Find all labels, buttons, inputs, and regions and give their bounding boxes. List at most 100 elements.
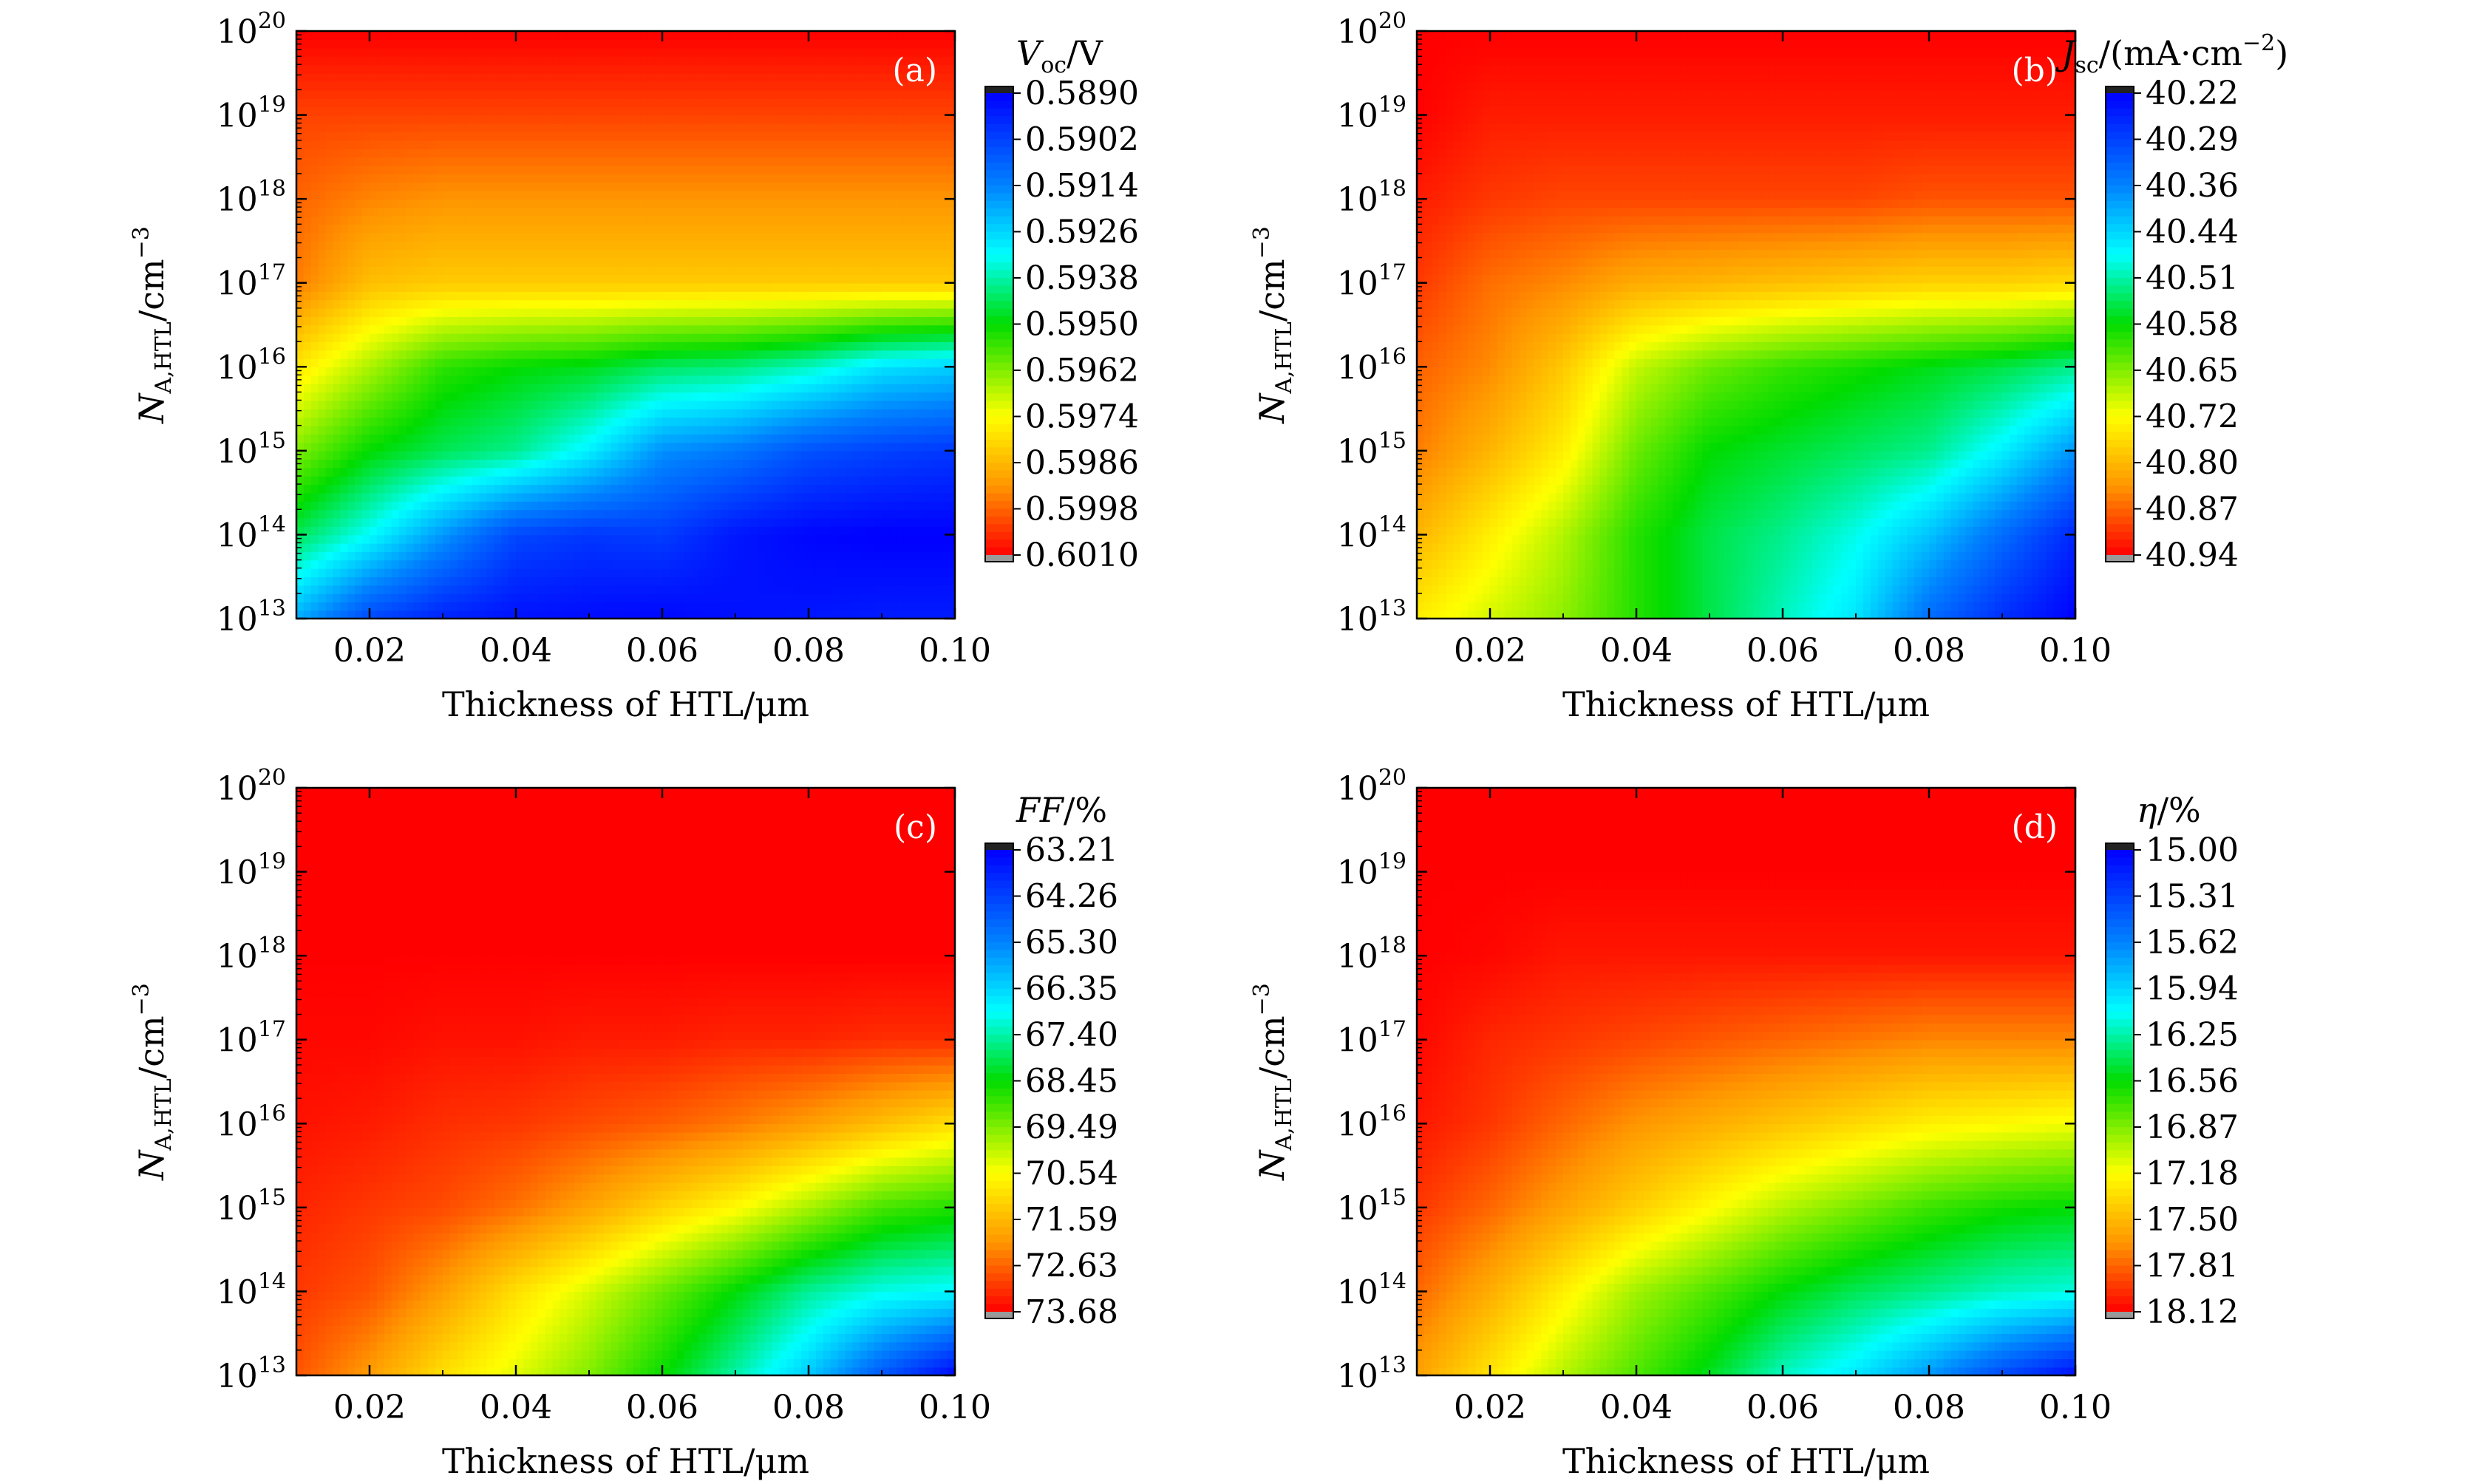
heatmap-cell [918,551,927,561]
heatmap-cell [596,182,605,191]
heatmap-cell [516,215,524,225]
heatmap-cell [757,492,766,502]
heatmap-cell [749,467,758,477]
heatmap-cell [618,501,627,511]
heatmap-cell [640,274,648,284]
heatmap-cell [428,190,436,200]
heatmap-cell [552,266,561,276]
heatmap-cell [794,266,802,276]
heatmap-cell [370,501,378,511]
heatmap-cell [325,367,334,376]
heatmap-cell [662,392,670,401]
heatmap-cell [413,316,422,326]
heatmap-cell [347,425,356,435]
heatmap-cell [647,266,656,276]
heatmap-cell [340,224,349,234]
heatmap-cell [757,324,766,334]
heatmap-cell [370,492,378,502]
heatmap-cell [457,400,466,409]
heatmap-cell [398,316,407,326]
heatmap-cell [698,417,707,426]
heatmap-cell [662,559,670,569]
heatmap-cell [933,257,941,267]
heatmap-cell [625,190,634,200]
heatmap-cell [896,534,905,544]
heatmap-cell [757,542,766,552]
heatmap-cell [362,266,370,276]
heatmap-cell [530,593,539,603]
heatmap-cell [508,375,517,384]
heatmap-cell [370,174,378,183]
heatmap-cell [537,333,546,343]
heatmap-cell [706,417,715,426]
heatmap-cell [749,517,758,527]
heatmap-cell [530,400,539,409]
heatmap-cell [464,350,473,359]
heatmap-cell [494,207,502,217]
heatmap-cell [567,517,575,527]
heatmap-cell [603,501,612,511]
heatmap-cell [815,434,824,443]
heatmap-cell [764,341,773,351]
heatmap-cell [809,509,817,519]
heatmap-cell [786,459,795,469]
heatmap-cell [398,542,407,552]
heatmap-cell [852,240,861,251]
heatmap-cell [852,467,861,477]
heatmap-cell [669,307,678,317]
heatmap-cell [472,224,480,234]
heatmap-cell [911,190,919,200]
heatmap-cell [559,602,568,611]
heatmap-cell [669,375,678,384]
heatmap-cell [537,484,546,494]
heatmap-cell [721,602,729,611]
heatmap-cell [749,157,758,166]
heatmap-cell [706,576,715,586]
heatmap-cell [370,224,378,234]
heatmap-cell [830,249,839,259]
heatmap-cell [888,341,897,351]
heatmap-cell [786,157,795,166]
heatmap-cell [940,484,948,494]
heatmap-cell [618,526,627,536]
heatmap-cell [647,526,656,536]
heatmap-cell [582,593,590,603]
heatmap-cell [925,224,934,234]
heatmap-cell [516,358,524,368]
heatmap-cell [545,542,554,552]
heatmap-cell [464,358,473,368]
heatmap-cell [589,425,597,435]
heatmap-cell [640,174,648,183]
heatmap-cell [867,375,875,384]
heatmap-cell [640,324,648,334]
heatmap-cell [391,417,400,426]
heatmap-cell [516,207,524,217]
heatmap-cell [903,400,912,409]
heatmap-cell [384,266,392,276]
heatmap-cell [537,434,546,443]
heatmap-cell [443,392,451,401]
heatmap-cell [896,551,905,561]
heatmap-cell [340,215,349,225]
heatmap-cell [464,157,473,166]
heatmap-cell [809,526,817,536]
heatmap-cell [698,585,707,594]
heatmap-cell [413,602,422,611]
heatmap-cell [391,266,400,276]
heatmap-cell [391,165,400,174]
heatmap-cell [815,215,824,225]
heatmap-cell [809,174,817,183]
heatmap-cell [508,534,517,544]
heatmap-cell [706,450,715,460]
heatmap-cell [603,358,612,368]
heatmap-cell [728,324,736,334]
heatmap-cell [749,341,758,351]
heatmap-cell [647,450,656,460]
heatmap-cell [296,517,305,527]
heatmap-cell [516,400,524,409]
heatmap-cell [516,492,524,502]
heatmap-cell [742,442,751,452]
heatmap-cell [530,240,539,251]
heatmap-cell [794,534,802,544]
heatmap-cell [735,232,744,242]
